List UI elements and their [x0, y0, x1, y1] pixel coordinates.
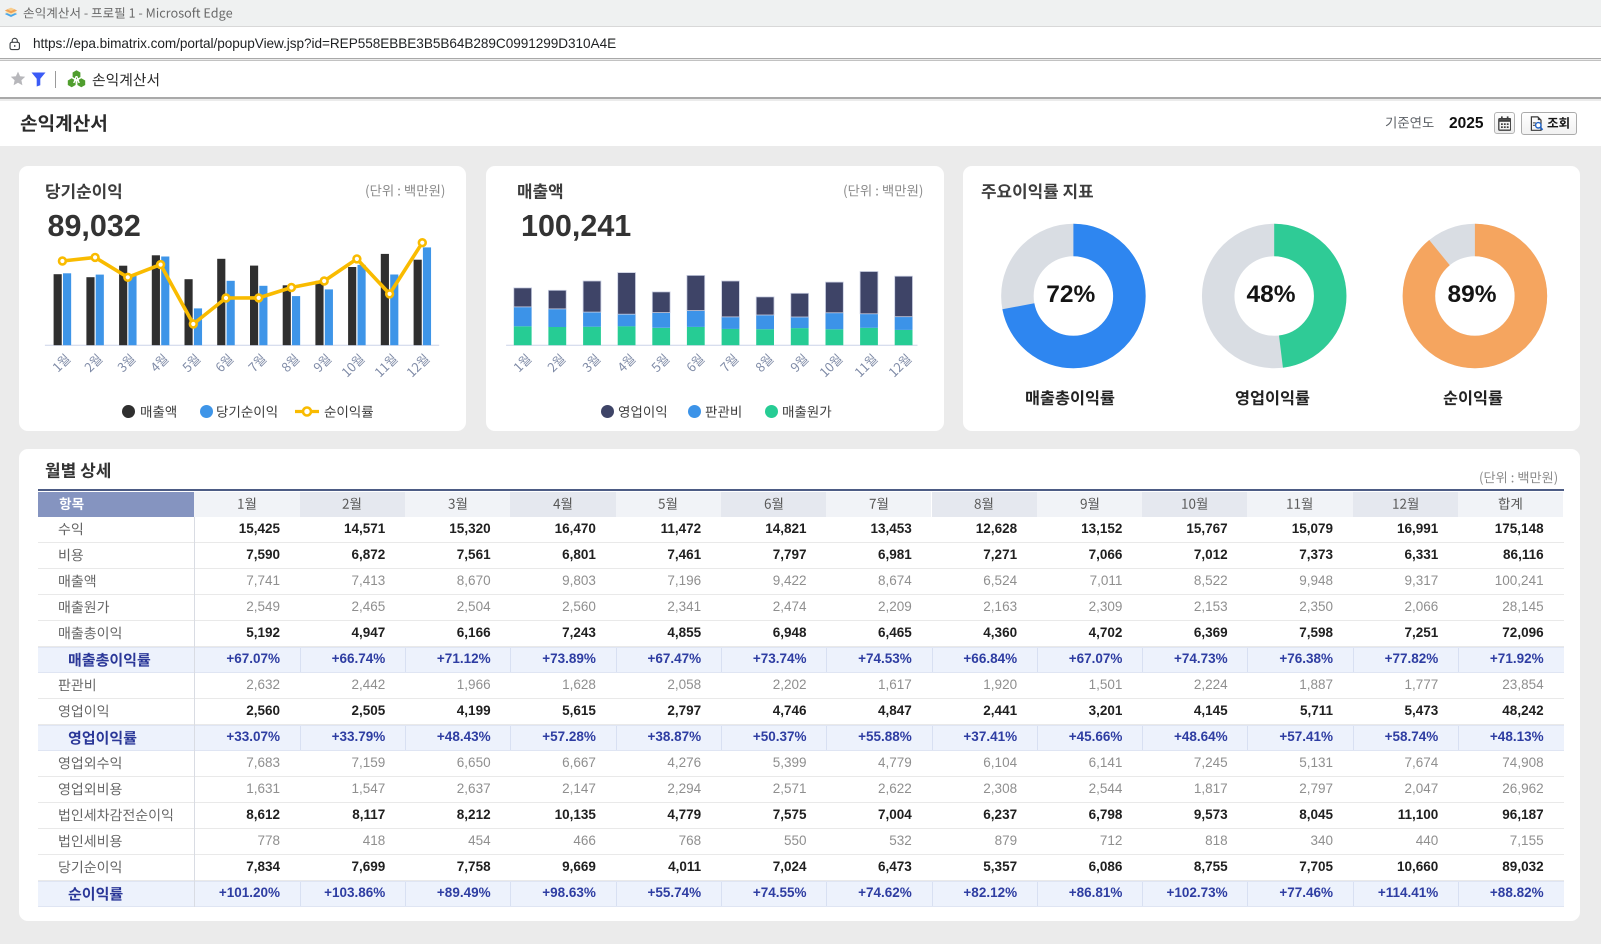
svg-text:A: A	[72, 75, 79, 86]
